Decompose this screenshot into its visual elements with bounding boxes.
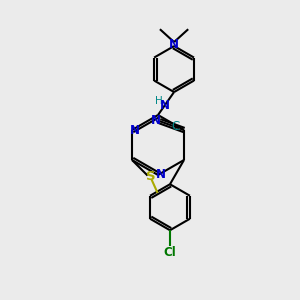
Text: Cl: Cl [164, 246, 176, 259]
Text: N: N [160, 99, 170, 112]
Text: N: N [169, 38, 179, 51]
Text: C: C [172, 119, 180, 133]
Text: N: N [151, 114, 160, 127]
Text: N: N [156, 169, 166, 182]
Text: H: H [155, 95, 163, 106]
Text: S: S [146, 170, 155, 183]
Text: N: N [130, 124, 140, 136]
